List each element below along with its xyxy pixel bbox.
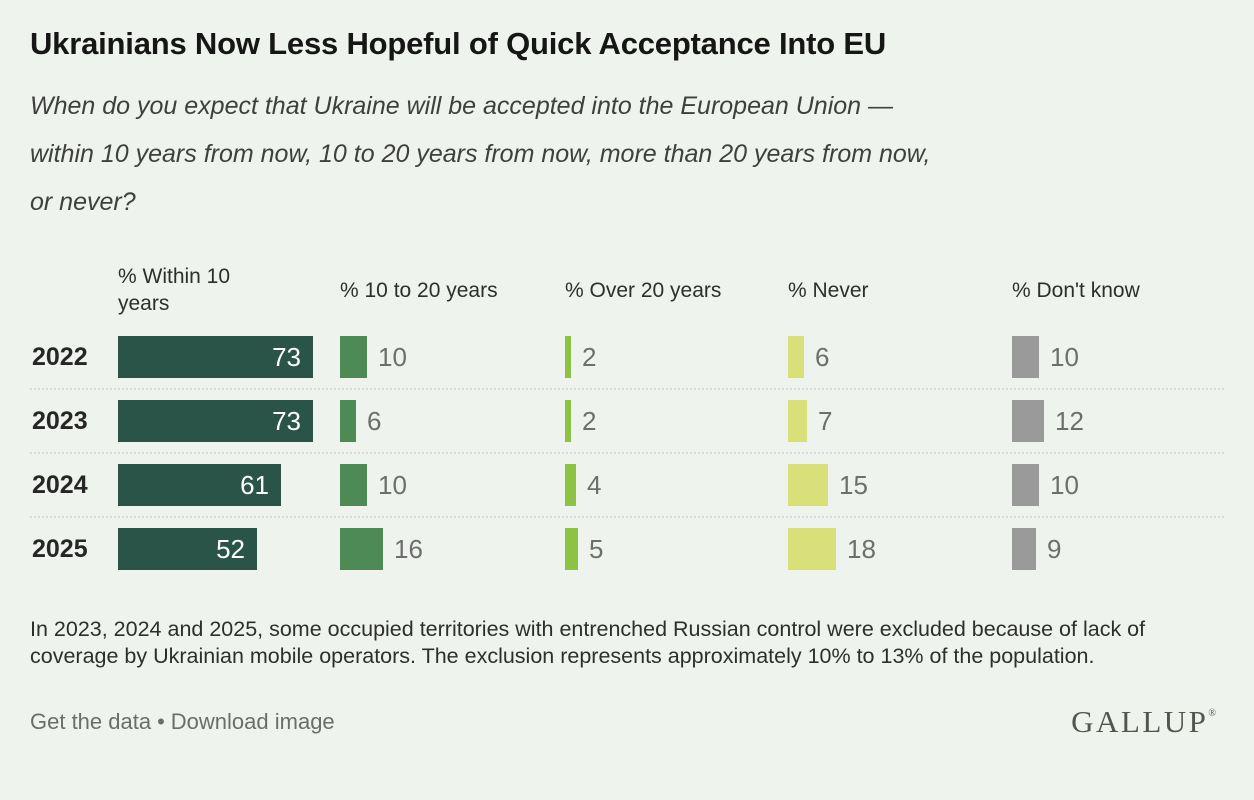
row-year-label: 2023 — [32, 406, 88, 435]
page-title: Ukrainians Now Less Hopeful of Quick Acc… — [30, 26, 887, 61]
bar-value-label: 12 — [1055, 405, 1084, 436]
bar — [1012, 336, 1039, 378]
footer-links-separator: • — [157, 709, 165, 734]
column-header-2: % Over 20 years — [565, 278, 722, 302]
bar-value-label: 52 — [216, 533, 245, 564]
bar-cell: 6 — [340, 400, 565, 442]
bar-value-label: 7 — [818, 405, 833, 436]
bar-cell: 10 — [1012, 336, 1224, 378]
bar-cell: 10 — [340, 464, 565, 506]
bar-cell: 73 — [118, 400, 340, 442]
bar-cell: 4 — [565, 464, 788, 506]
bar-value-label: 6 — [815, 341, 830, 372]
bar — [565, 336, 571, 378]
survey-question: When do you expect that Ukraine will be … — [30, 82, 1224, 226]
column-header-row: % Within 10 years % 10 to 20 years % Over … — [30, 254, 1224, 326]
bar-cell: 5 — [565, 528, 788, 570]
bar — [340, 400, 356, 442]
bar — [340, 336, 367, 378]
bar-cell: 10 — [1012, 464, 1224, 506]
bar-cell: 2 — [565, 336, 788, 378]
bar-cell: 73 — [118, 336, 340, 378]
bar-value-label: 5 — [589, 533, 604, 564]
bar-cell: 9 — [1012, 528, 1224, 570]
bar: 52 — [118, 528, 257, 570]
bar-value-label: 10 — [378, 341, 407, 372]
bar-value-label: 6 — [367, 405, 382, 436]
footer-links: Get the data • Download image — [30, 709, 335, 735]
bar-chart-table: % Within 10 years % 10 to 20 years % Over … — [30, 254, 1224, 580]
survey-question-line-1: When do you expect that Ukraine will be … — [30, 92, 894, 120]
column-header-4: % Don't know — [1012, 278, 1140, 302]
bar — [788, 400, 807, 442]
chart-row-2025: 2025 52 16 5 18 9 — [30, 518, 1224, 580]
column-header-0: % Within 10 years — [118, 265, 231, 315]
bar — [340, 464, 367, 506]
download-image-link[interactable]: Download image — [170, 709, 335, 734]
footnote: In 2023, 2024 and 2025, some occupied te… — [30, 617, 1146, 668]
bar-value-label: 2 — [582, 341, 597, 372]
chart-row-2023: 2023 73 6 2 7 12 — [30, 390, 1224, 454]
bar — [1012, 528, 1036, 570]
bar-cell: 52 — [118, 528, 340, 570]
bar-value-label: 18 — [847, 533, 876, 564]
survey-question-line-2: within 10 years from now, 10 to 20 years… — [30, 140, 931, 168]
bar-cell: 10 — [340, 336, 565, 378]
chart-card: Ukrainians Now Less Hopeful of Quick Acc… — [30, 26, 1224, 740]
bar — [565, 528, 578, 570]
chart-row-2022: 2022 73 10 2 6 10 — [30, 326, 1224, 390]
bar — [788, 336, 804, 378]
bar-value-label: 16 — [394, 533, 423, 564]
bar-cell: 18 — [788, 528, 1012, 570]
bar-value-label: 15 — [839, 469, 868, 500]
bar-cell: 7 — [788, 400, 1012, 442]
bar-value-label: 73 — [272, 405, 301, 436]
bar — [565, 400, 571, 442]
bar — [788, 464, 828, 506]
bar-value-label: 10 — [1050, 341, 1079, 372]
bar-cell: 15 — [788, 464, 1012, 506]
column-header-3: % Never — [788, 278, 869, 302]
bar: 61 — [118, 464, 281, 506]
bar-cell: 2 — [565, 400, 788, 442]
bar: 73 — [118, 336, 313, 378]
gallup-logo-text: GALLUP — [1071, 704, 1209, 739]
chart-row-2024: 2024 61 10 4 15 10 — [30, 454, 1224, 518]
bar-value-label: 73 — [272, 341, 301, 372]
bar — [1012, 400, 1044, 442]
column-header-1: % 10 to 20 years — [340, 278, 498, 302]
footer: Get the data • Download image GALLUP® — [30, 704, 1224, 740]
bar-value-label: 9 — [1047, 533, 1062, 564]
bar-value-label: 2 — [582, 405, 597, 436]
bar — [1012, 464, 1039, 506]
get-the-data-link[interactable]: Get the data — [30, 709, 152, 734]
bar-cell: 61 — [118, 464, 340, 506]
bar-cell: 6 — [788, 336, 1012, 378]
bar-cell: 12 — [1012, 400, 1224, 442]
row-year-label: 2022 — [32, 342, 88, 371]
bar-value-label: 10 — [378, 469, 407, 500]
bar-cell: 16 — [340, 528, 565, 570]
bar — [565, 464, 576, 506]
gallup-logo-registered-mark: ® — [1208, 708, 1216, 719]
bar — [340, 528, 383, 570]
gallup-logo: GALLUP® — [1071, 704, 1216, 740]
bar: 73 — [118, 400, 313, 442]
row-year-label: 2025 — [32, 534, 88, 563]
bar — [788, 528, 836, 570]
row-year-label: 2024 — [32, 470, 88, 499]
bar-value-label: 4 — [587, 469, 602, 500]
bar-value-label: 10 — [1050, 469, 1079, 500]
survey-question-line-3: or never? — [30, 188, 136, 216]
bar-value-label: 61 — [240, 469, 269, 500]
